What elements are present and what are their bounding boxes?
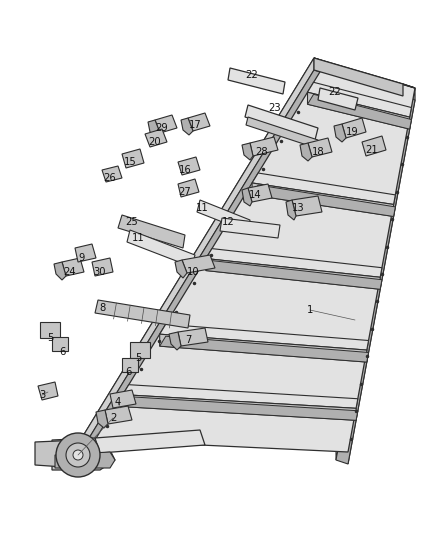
- Polygon shape: [83, 58, 314, 448]
- Polygon shape: [307, 94, 411, 129]
- Polygon shape: [314, 58, 403, 96]
- Polygon shape: [245, 105, 318, 140]
- Polygon shape: [130, 342, 150, 358]
- Polygon shape: [123, 385, 358, 408]
- Polygon shape: [252, 173, 396, 205]
- Polygon shape: [252, 185, 396, 216]
- Text: 20: 20: [148, 137, 161, 147]
- Polygon shape: [123, 394, 356, 421]
- Polygon shape: [110, 390, 136, 408]
- Text: 13: 13: [292, 203, 304, 213]
- Polygon shape: [52, 438, 115, 470]
- Polygon shape: [118, 215, 185, 248]
- Polygon shape: [334, 124, 346, 142]
- Polygon shape: [123, 397, 358, 421]
- Text: 28: 28: [256, 147, 268, 157]
- Polygon shape: [314, 58, 415, 88]
- Circle shape: [56, 433, 100, 477]
- Text: 6: 6: [59, 347, 65, 357]
- Polygon shape: [362, 136, 386, 156]
- Polygon shape: [122, 358, 138, 372]
- Text: 12: 12: [222, 217, 234, 227]
- Polygon shape: [206, 248, 382, 277]
- Polygon shape: [96, 410, 108, 428]
- Polygon shape: [252, 183, 394, 216]
- Text: 4: 4: [115, 397, 121, 407]
- Polygon shape: [308, 138, 332, 157]
- Polygon shape: [122, 149, 144, 168]
- Polygon shape: [242, 143, 253, 160]
- Polygon shape: [155, 115, 177, 133]
- Polygon shape: [246, 117, 318, 148]
- Circle shape: [66, 443, 90, 467]
- Polygon shape: [148, 120, 160, 137]
- Text: 6: 6: [125, 367, 131, 377]
- Text: 16: 16: [179, 165, 191, 175]
- Polygon shape: [178, 157, 200, 175]
- Polygon shape: [127, 230, 195, 267]
- Polygon shape: [206, 261, 382, 289]
- Text: 29: 29: [155, 123, 168, 133]
- Polygon shape: [178, 328, 208, 346]
- Polygon shape: [102, 166, 122, 182]
- Polygon shape: [250, 137, 278, 156]
- Text: 8: 8: [99, 303, 105, 313]
- Polygon shape: [35, 440, 85, 468]
- Polygon shape: [95, 62, 326, 452]
- Text: 10: 10: [187, 267, 199, 277]
- Polygon shape: [160, 324, 368, 350]
- Polygon shape: [95, 430, 205, 453]
- Text: 5: 5: [47, 333, 53, 343]
- Text: 18: 18: [312, 147, 324, 157]
- Polygon shape: [307, 82, 411, 117]
- Polygon shape: [336, 96, 415, 464]
- Text: 2: 2: [110, 413, 116, 423]
- Polygon shape: [197, 200, 250, 232]
- Polygon shape: [188, 113, 210, 131]
- Polygon shape: [300, 143, 312, 161]
- Polygon shape: [228, 68, 285, 94]
- Polygon shape: [242, 188, 252, 206]
- Polygon shape: [95, 62, 415, 452]
- Polygon shape: [307, 92, 410, 129]
- Text: 15: 15: [124, 157, 136, 167]
- Polygon shape: [175, 260, 187, 278]
- Text: 7: 7: [185, 335, 191, 345]
- Polygon shape: [83, 70, 326, 452]
- Text: 25: 25: [126, 217, 138, 227]
- Polygon shape: [83, 58, 326, 440]
- Text: 3: 3: [39, 390, 45, 400]
- Polygon shape: [292, 196, 322, 216]
- Polygon shape: [318, 88, 358, 110]
- Text: 30: 30: [94, 267, 106, 277]
- Polygon shape: [95, 300, 190, 328]
- Polygon shape: [160, 334, 367, 362]
- Text: 22: 22: [328, 87, 341, 97]
- Polygon shape: [220, 218, 280, 238]
- Text: 26: 26: [104, 173, 117, 183]
- Polygon shape: [160, 336, 368, 362]
- Text: 27: 27: [179, 187, 191, 197]
- Polygon shape: [206, 259, 380, 289]
- Polygon shape: [342, 118, 366, 138]
- Text: 17: 17: [189, 120, 201, 130]
- Polygon shape: [38, 382, 58, 400]
- Polygon shape: [55, 452, 115, 468]
- Polygon shape: [336, 84, 403, 460]
- Polygon shape: [52, 337, 68, 351]
- Text: 11: 11: [196, 203, 208, 213]
- Polygon shape: [92, 258, 113, 276]
- Polygon shape: [54, 262, 66, 280]
- Circle shape: [73, 450, 83, 460]
- Text: 22: 22: [246, 70, 258, 80]
- Text: 21: 21: [366, 145, 378, 155]
- Text: 9: 9: [79, 253, 85, 263]
- Polygon shape: [178, 179, 199, 197]
- Text: 19: 19: [346, 127, 358, 137]
- Polygon shape: [336, 84, 415, 452]
- Polygon shape: [169, 332, 181, 350]
- Polygon shape: [248, 184, 272, 202]
- Polygon shape: [105, 406, 132, 424]
- Polygon shape: [286, 200, 296, 220]
